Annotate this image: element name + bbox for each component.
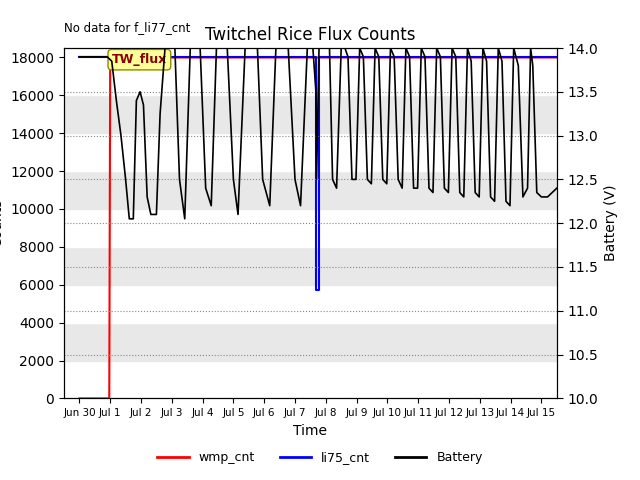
Bar <box>64 323 557 360</box>
Y-axis label: Counts: Counts <box>0 199 4 247</box>
Bar <box>64 285 557 323</box>
Bar <box>64 133 557 171</box>
Bar <box>64 247 557 285</box>
Title: Twitchel Rice Flux Counts: Twitchel Rice Flux Counts <box>205 25 415 44</box>
Bar <box>64 209 557 247</box>
Legend: wmp_cnt, li75_cnt, Battery: wmp_cnt, li75_cnt, Battery <box>152 446 488 469</box>
Bar <box>64 96 557 133</box>
X-axis label: Time: Time <box>293 424 328 438</box>
Bar <box>64 360 557 398</box>
Y-axis label: Battery (V): Battery (V) <box>604 185 618 262</box>
Bar <box>64 171 557 209</box>
Text: TW_flux: TW_flux <box>112 53 167 66</box>
Bar <box>64 58 557 96</box>
Text: No data for f_li77_cnt: No data for f_li77_cnt <box>64 21 190 34</box>
